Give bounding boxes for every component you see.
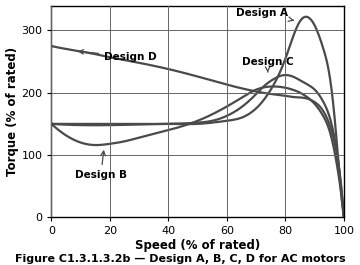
Text: Design A: Design A bbox=[236, 8, 293, 21]
X-axis label: Speed (% of rated): Speed (% of rated) bbox=[135, 239, 260, 252]
Text: Design B: Design B bbox=[75, 151, 127, 180]
Text: Design D: Design D bbox=[79, 50, 157, 62]
Y-axis label: Torque (% of rated): Torque (% of rated) bbox=[5, 47, 19, 176]
Text: Design C: Design C bbox=[242, 57, 293, 72]
Text: Figure C1.3.1.3.2b — Design A, B, C, D for AC motors: Figure C1.3.1.3.2b — Design A, B, C, D f… bbox=[15, 254, 345, 264]
